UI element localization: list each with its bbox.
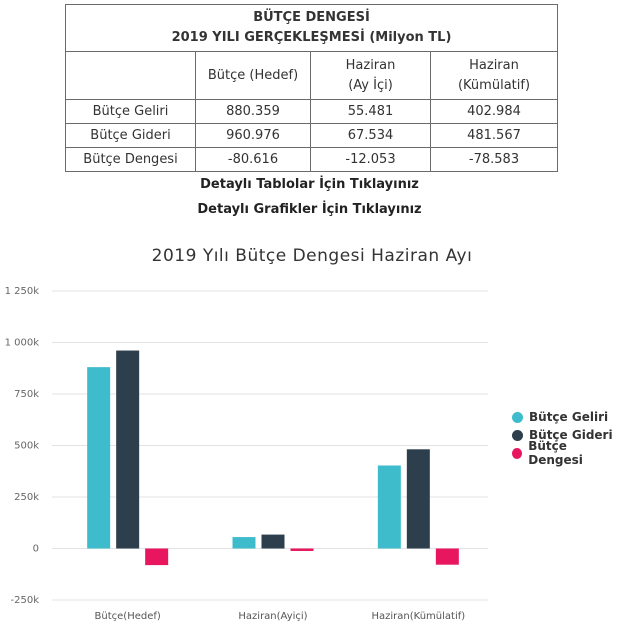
legend-dot-icon — [512, 411, 523, 423]
x-axis: Bütçe(Hedef) Haziran(Ayiçi) Haziran(Kümüla… — [95, 611, 466, 622]
table-cell: 960.976 — [195, 123, 311, 148]
y-tick-label: 500k — [14, 441, 39, 452]
table-title-line1: BÜTÇE DENGESİ — [253, 10, 370, 25]
header-june-month-line2: (Ay İçi) — [348, 77, 393, 93]
chart-bars — [87, 350, 459, 566]
budget-balance-chart: 2019 Yılı Bütçe Dengesi Haziran Ayı -250… — [5, 246, 488, 622]
legend-item-revenue[interactable]: Bütçe Geliri — [512, 408, 619, 426]
y-axis: -250k 0 250k 500k 750k 1 000k 1 250k — [5, 286, 40, 606]
table-header-row: Bütçe (Hedef) Haziran (Ay İçi) Haziran (… — [65, 51, 558, 100]
row-label-expense: Bütçe Gideri — [65, 123, 196, 148]
legend-label: Bütçe Gideri — [529, 428, 613, 442]
row-label-revenue: Bütçe Geliri — [65, 99, 196, 124]
bar-1-0[interactable] — [232, 537, 256, 549]
legend-dot-icon — [512, 447, 523, 459]
chart-legend: Bütçe Geliri Bütçe Gideri Bütçe Dengesi — [512, 408, 619, 467]
y-tick-label: 1 000k — [5, 338, 40, 349]
y-tick-label: -250k — [11, 595, 40, 606]
legend-dot-icon — [512, 429, 523, 441]
header-june-month-line1: Haziran — [345, 57, 396, 73]
legend-label: Bütçe Dengesi — [528, 439, 583, 467]
y-tick-label: 750k — [14, 389, 39, 400]
table-title-line2: 2019 YILI GERÇEKLEŞMESİ (Milyon TL) — [171, 30, 452, 45]
table-cell: -12.053 — [310, 147, 431, 172]
detailed-tables-link[interactable]: Detaylı Tablolar İçin Tıklayınız — [200, 177, 419, 192]
bar-0-0[interactable] — [87, 367, 111, 549]
header-budget-target-label: Bütçe (Hedef) — [207, 67, 299, 83]
x-tick-label: Bütçe(Hedef) — [95, 611, 161, 622]
table-cell: -78.583 — [430, 147, 558, 172]
budget-balance-table: BÜTÇE DENGESİ 2019 YILI GERÇEKLEŞMESİ (M… — [65, 4, 558, 172]
table-cell: 55.481 — [310, 99, 431, 124]
x-tick-label: Haziran(Kümülatif) — [371, 611, 465, 622]
table-cell: 880.359 — [195, 99, 311, 124]
header-empty — [65, 51, 196, 100]
table-cell: 402.984 — [430, 99, 558, 124]
bar-2-0[interactable] — [377, 465, 401, 549]
table-cell: 67.534 — [310, 123, 431, 148]
header-june-cumulative: Haziran (Kümülatif) — [430, 51, 558, 100]
bar-2-2[interactable] — [435, 548, 459, 565]
table-row: Bütçe Geliri 880.359 55.481 402.984 — [65, 99, 558, 124]
header-june-cumulative-line1: Haziran — [469, 57, 519, 73]
y-tick-label: 1 250k — [5, 286, 40, 297]
detailed-charts-link[interactable]: Detaylı Grafikler İçin Tıklayınız — [197, 202, 422, 217]
header-june-month: Haziran (Ay İçi) — [310, 51, 431, 100]
header-budget-target: Bütçe (Hedef) — [195, 51, 311, 100]
legend-item-balance[interactable]: Bütçe Dengesi — [512, 439, 619, 467]
legend-item-expense[interactable]: Bütçe Gideri — [512, 426, 619, 444]
table-row: Bütçe Dengesi -80.616 -12.053 -78.583 — [65, 147, 558, 172]
row-label-balance: Bütçe Dengesi — [65, 147, 196, 172]
detailed-tables-link-row: Detaylı Tablolar İçin Tıklayınız — [0, 177, 619, 192]
table-row: Bütçe Gideri 960.976 67.534 481.567 — [65, 123, 558, 148]
table-cell: 481.567 — [430, 123, 558, 148]
table-title: BÜTÇE DENGESİ 2019 YILI GERÇEKLEŞMESİ (M… — [65, 4, 558, 52]
legend-label: Bütçe Geliri — [529, 410, 609, 424]
bar-1-2[interactable] — [290, 548, 314, 551]
bar-2-1[interactable] — [406, 449, 430, 549]
table-cell: -80.616 — [195, 147, 311, 172]
chart-title: 2019 Yılı Bütçe Dengesi Haziran Ayı — [152, 246, 473, 266]
bar-0-1[interactable] — [116, 350, 140, 549]
bar-0-2[interactable] — [145, 548, 169, 566]
bar-1-1[interactable] — [261, 534, 285, 549]
y-tick-label: 250k — [14, 492, 39, 503]
header-june-cumulative-line2: (Kümülatif) — [457, 77, 531, 93]
x-tick-label: Haziran(Ayiçi) — [238, 611, 307, 622]
y-tick-label: 0 — [33, 544, 39, 555]
detailed-charts-link-row: Detaylı Grafikler İçin Tıklayınız — [0, 202, 619, 217]
